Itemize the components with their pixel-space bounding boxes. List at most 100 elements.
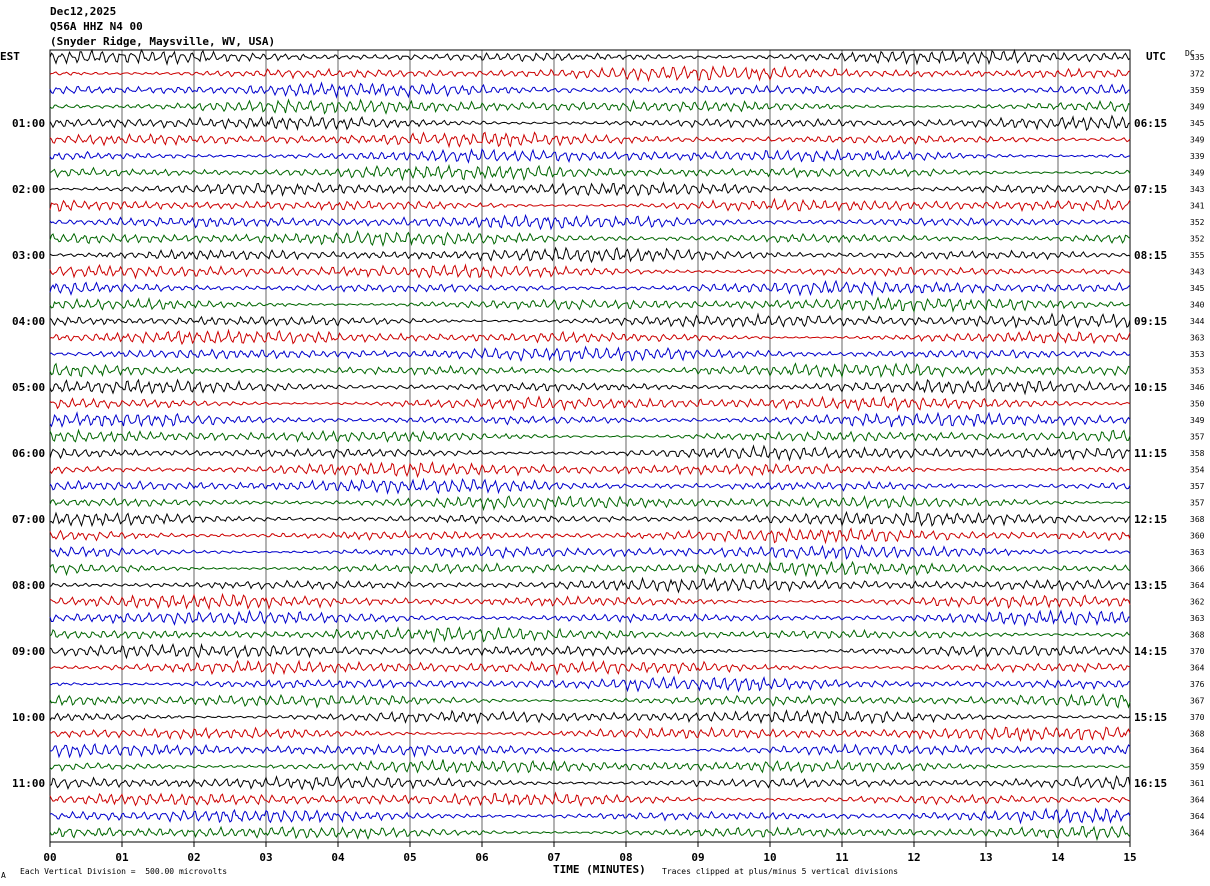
- x-tick-label: 14: [1051, 851, 1065, 864]
- plot-frame: [49, 49, 1131, 843]
- dc-offset-label: 372: [1190, 70, 1205, 79]
- dc-offset-label: 363: [1190, 614, 1205, 623]
- trace-line: [49, 148, 1131, 164]
- right-hour-label: 10:15: [1134, 381, 1167, 394]
- dc-offset-label: 349: [1190, 169, 1205, 178]
- trace-line: [49, 163, 1131, 182]
- left-hour-label: 03:00: [12, 249, 45, 262]
- right-hour-label: 06:15: [1134, 117, 1167, 130]
- x-tick-label: 04: [331, 851, 345, 864]
- dc-offset-label: 343: [1190, 185, 1205, 194]
- dc-offset-label: 339: [1190, 152, 1205, 161]
- right-hour-label: 09:15: [1134, 315, 1167, 328]
- left-hour-label: 04:00: [12, 315, 45, 328]
- right-hour-label: 13:15: [1134, 579, 1167, 592]
- dc-offset-label: 353: [1190, 350, 1205, 359]
- trace-line: [49, 48, 1131, 66]
- trace-line: [49, 774, 1131, 791]
- header-station: Q56A HHZ N4 00: [50, 20, 143, 33]
- left-hour-label: 09:00: [12, 645, 45, 658]
- x-tick-label: 13: [979, 851, 992, 864]
- trace-line: [49, 825, 1131, 842]
- trace-line: [49, 609, 1131, 627]
- dc-offset-label: 359: [1190, 763, 1205, 772]
- right-axis-title: UTC: [1146, 50, 1166, 63]
- trace-line: [49, 477, 1131, 495]
- dc-offset-label: 349: [1190, 136, 1205, 145]
- dc-offset-label: 364: [1190, 812, 1205, 821]
- dc-offset-label: 357: [1190, 482, 1205, 491]
- dc-offset-label: 364: [1190, 829, 1205, 838]
- left-hour-label: 02:00: [12, 183, 45, 196]
- dc-offset-label: 363: [1190, 334, 1205, 343]
- dc-title: DC: [1185, 49, 1195, 58]
- clip-note: Traces clipped at plus/minus 5 vertical …: [662, 867, 899, 876]
- dc-offset-label: 354: [1190, 466, 1205, 475]
- dc-offset-label: 366: [1190, 565, 1205, 574]
- dc-offset-label: 355: [1190, 251, 1205, 260]
- x-axis-label: TIME (MINUTES): [553, 863, 646, 876]
- dc-offset-label: 376: [1190, 680, 1205, 689]
- header-location: (Snyder Ridge, Maysville, WV, USA): [50, 35, 276, 48]
- dc-offset-label: 357: [1190, 433, 1205, 442]
- dc-offset-label: 364: [1190, 746, 1205, 755]
- dc-offset-label: 362: [1190, 598, 1205, 607]
- trace-line: [49, 411, 1131, 428]
- trace-line: [49, 181, 1131, 197]
- trace-line: [49, 444, 1131, 462]
- dc-offset-label: 349: [1190, 103, 1205, 112]
- trace-line: [49, 296, 1130, 314]
- dc-offset-label: 345: [1190, 119, 1205, 128]
- left-hour-label: 05:00: [12, 381, 45, 394]
- left-hour-label: 01:00: [12, 117, 45, 130]
- corner-mark: A: [1, 871, 6, 880]
- dc-offset-label: 349: [1190, 416, 1205, 425]
- x-tick-label: 02: [187, 851, 200, 864]
- dc-offset-label: 350: [1190, 400, 1205, 409]
- trace-line: [49, 726, 1131, 743]
- trace-line: [49, 312, 1131, 329]
- trace-line: [49, 279, 1131, 297]
- dc-offset-label: 346: [1190, 383, 1205, 392]
- dc-offset-label: 364: [1190, 796, 1205, 805]
- trace-line: [49, 263, 1131, 280]
- dc-offset-label: 352: [1190, 235, 1205, 244]
- dc-offset-label: 364: [1190, 664, 1205, 673]
- trace-line: [49, 642, 1131, 660]
- trace-line: [49, 98, 1131, 115]
- trace-line: [49, 428, 1131, 443]
- dc-offset-label: 363: [1190, 548, 1205, 557]
- trace-line: [49, 230, 1131, 247]
- trace-line: [49, 659, 1131, 676]
- x-tick-label: 06: [475, 851, 489, 864]
- right-hour-label: 16:15: [1134, 777, 1167, 790]
- left-hour-label: 08:00: [12, 579, 45, 592]
- dc-offset-label: 360: [1190, 532, 1205, 541]
- trace-line: [49, 758, 1131, 774]
- trace-line: [49, 592, 1131, 611]
- scale-note: Each Vertical Division = 500.00 microvol…: [20, 867, 228, 876]
- trace-line: [49, 709, 1131, 725]
- right-hour-label: 12:15: [1134, 513, 1167, 526]
- trace-line: [49, 494, 1131, 512]
- left-hour-label: 07:00: [12, 513, 45, 526]
- trace-line: [49, 213, 1131, 231]
- x-tick-label: 09: [691, 851, 704, 864]
- trace-line: [49, 378, 1131, 396]
- trace-line: [49, 114, 1131, 132]
- dc-offset-label: 335: [1190, 53, 1205, 62]
- x-tick-label: 10: [763, 851, 776, 864]
- x-tick-label: 08: [619, 851, 632, 864]
- x-tick-label: 00: [43, 851, 56, 864]
- dc-offset-label: 364: [1190, 581, 1205, 590]
- trace-line: [49, 246, 1131, 264]
- trace-line: [49, 81, 1130, 99]
- trace-line: [49, 693, 1131, 709]
- dc-offset-label: 370: [1190, 713, 1205, 722]
- dc-offset-label: 368: [1190, 730, 1205, 739]
- right-hour-label: 14:15: [1134, 645, 1167, 658]
- trace-line: [49, 560, 1131, 578]
- right-hour-label: 15:15: [1134, 711, 1167, 724]
- trace-line: [49, 742, 1131, 759]
